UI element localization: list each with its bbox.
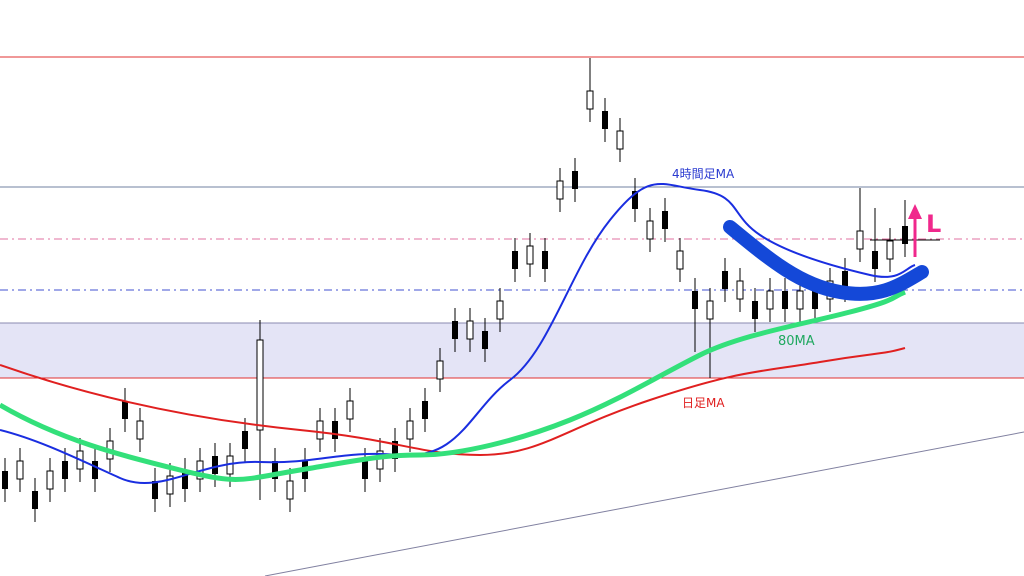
h4-ma-line [0, 182, 916, 484]
signal-arrow-head [908, 204, 922, 219]
h4-ma-label: 4時間足MA [672, 167, 735, 181]
highlight-curve [723, 220, 929, 301]
zone-band [0, 323, 1024, 378]
ma80-label: 80MA [778, 334, 815, 349]
daily-ma-line [0, 347, 906, 457]
candle-bodies-up [16, 90, 894, 500]
trend-line [264, 431, 1024, 576]
signal-label: L [926, 210, 941, 238]
daily-ma-label: 日足MA [682, 396, 725, 410]
candle-bodies-down [2, 111, 908, 509]
ma80-line [0, 289, 906, 482]
